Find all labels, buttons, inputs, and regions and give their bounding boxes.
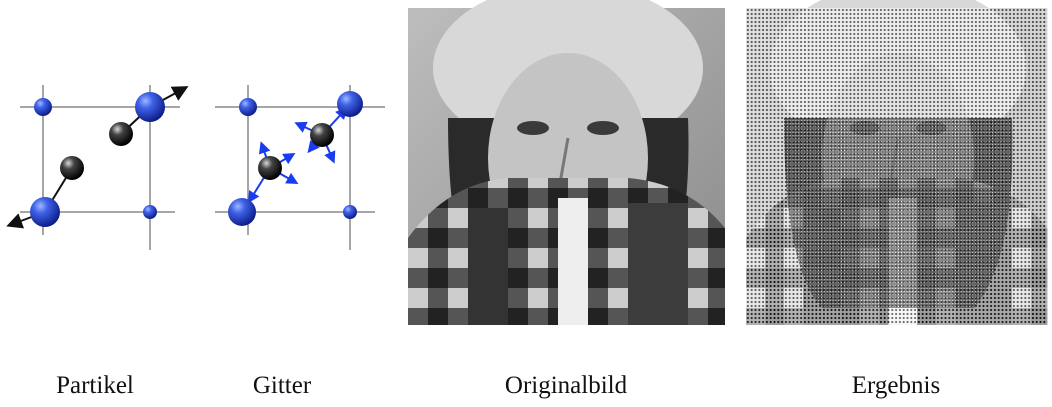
stippled-image [746, 0, 1047, 325]
original-image [408, 0, 725, 325]
page: Partikel Gitter Originalbild Ergebnis ((… [0, 0, 1052, 407]
lattice-diagram [215, 85, 385, 250]
caption: Originalbild [505, 372, 628, 399]
caption: Partikel [56, 372, 134, 399]
caption: Ergebnis [852, 372, 940, 399]
caption: Gitter [253, 372, 312, 399]
figure: Partikel Gitter Originalbild Ergebnis [0, 0, 1052, 407]
particle-diagram [10, 85, 185, 250]
